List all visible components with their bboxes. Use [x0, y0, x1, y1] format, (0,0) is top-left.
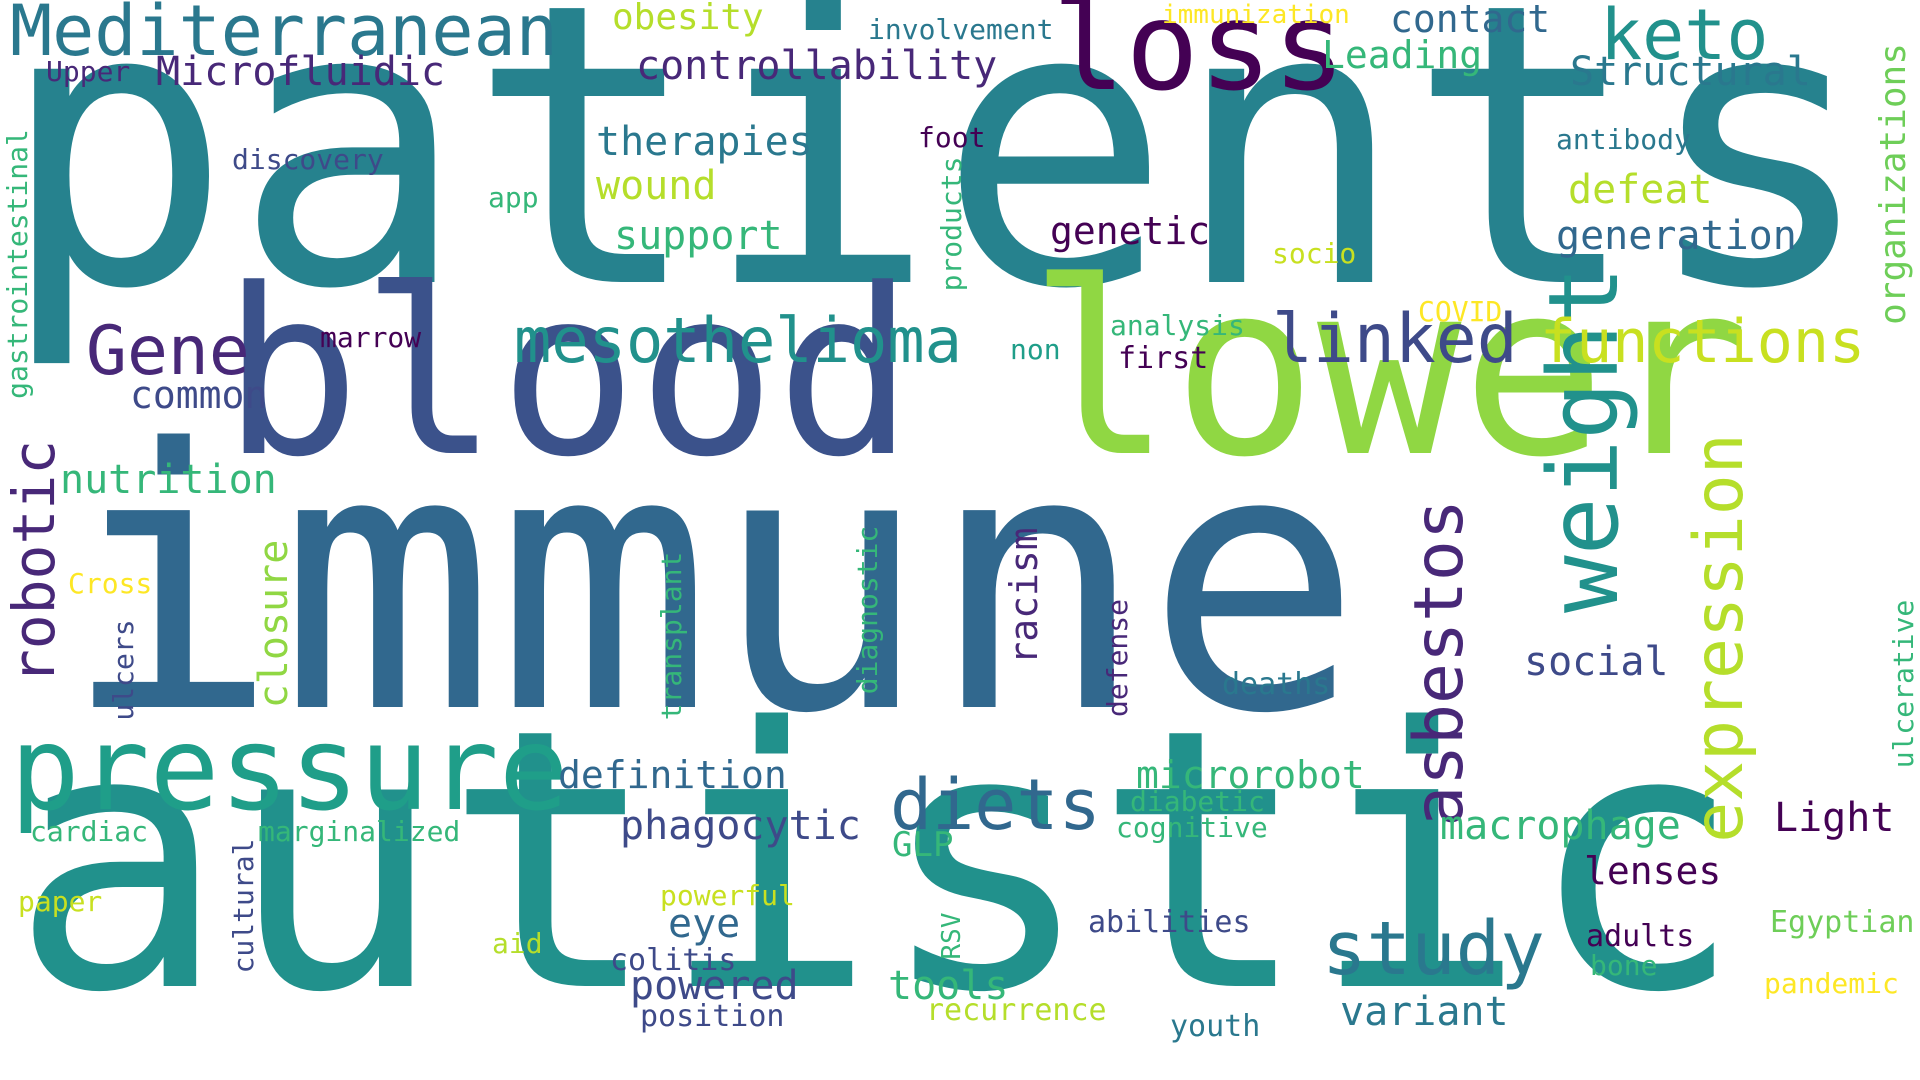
word-app: app [488, 181, 539, 214]
word-phagocytic: phagocytic [620, 803, 861, 849]
word-defeat: defeat [1568, 167, 1713, 213]
word-rsv: RSV [937, 912, 967, 960]
word-blood: blood [222, 241, 915, 508]
word-organizations: organizations [1873, 43, 1914, 325]
word-powerful: powerful [660, 879, 795, 912]
word-cultural: cultural [227, 838, 260, 974]
word-ulcerative: ulcerative [1887, 599, 1920, 769]
word-linked: linked [1272, 300, 1518, 379]
word-non: non [1010, 333, 1061, 366]
word-position: position [640, 999, 785, 1034]
word-egyptian: Egyptian [1770, 905, 1915, 940]
word-tools: tools [888, 963, 1009, 1009]
word-lower: lower [1028, 230, 1751, 510]
word-involvement: involvement [868, 13, 1054, 46]
word-mediterranean: Mediterranean [10, 0, 558, 72]
word-functions: functions [1540, 307, 1866, 377]
word-therapies: therapies [596, 119, 813, 165]
word-gastrointestinal: gastrointestinal [1, 129, 34, 399]
word-macrophage: macrophage [1440, 803, 1681, 849]
word-diets: diets [890, 764, 1101, 846]
word-recurrence: recurrence [926, 993, 1107, 1028]
word-paper: paper [18, 885, 103, 918]
word-nutrition: nutrition [60, 457, 277, 503]
word-loss: loss [1052, 0, 1346, 118]
word-foot: foot [918, 121, 986, 154]
word-immunization: immunization [1162, 0, 1350, 30]
word-social: social [1524, 639, 1669, 685]
word-mesothelioma: mesothelioma [514, 304, 962, 377]
word-marrow: marrow [320, 321, 422, 354]
word-youth: youth [1170, 1009, 1261, 1044]
word-study: study [1322, 906, 1545, 992]
word-first: first [1118, 341, 1209, 376]
word-aid: aid [492, 927, 543, 960]
word-bone: bone [1590, 949, 1658, 982]
word-racism: racism [1002, 527, 1046, 665]
word-powered: powered [630, 963, 799, 1009]
word-closure: closure [251, 539, 297, 709]
word-leading: Leading [1322, 33, 1483, 77]
word-robotic: robotic [0, 439, 68, 685]
word-cross: Cross [68, 567, 153, 600]
word-colitis: colitis [610, 943, 737, 978]
word-eye: eye [668, 901, 741, 947]
word-microrobot: microrobot [1136, 753, 1365, 797]
word-cardiac: cardiac [30, 815, 149, 848]
word-microfluidic: Microfluidic [156, 49, 445, 95]
word-gene: Gene [86, 312, 250, 391]
word-light: Light [1774, 795, 1895, 841]
word-genetic: genetic [1050, 209, 1211, 253]
word-transplant: transplant [655, 551, 688, 721]
word-structural: Structural [1570, 49, 1811, 95]
word-contact: contact [1390, 0, 1551, 41]
word-socio: socio [1272, 237, 1357, 270]
word-analysis: analysis [1110, 309, 1245, 342]
word-diagnostic: diagnostic [851, 525, 884, 695]
word-glp: GLP [892, 825, 954, 865]
word-diabetic: diabetic [1130, 785, 1265, 818]
word-deaths: deaths [1222, 667, 1331, 702]
word-definition: definition [558, 753, 787, 797]
word-products: products [935, 156, 968, 292]
word-expression: expression [1680, 433, 1759, 843]
word-adults: adults [1586, 919, 1695, 954]
word-variant: variant [1340, 989, 1509, 1035]
word-pressure: pressure [10, 702, 569, 837]
word-asbestos: asbestos [1400, 499, 1479, 827]
word-immune: immune [62, 373, 1363, 792]
word-pandemic: pandemic [1764, 967, 1899, 1000]
word-defense: defense [1101, 598, 1134, 718]
word-wound: wound [596, 163, 717, 209]
word-patients: patients [0, 0, 1877, 374]
word-marginalized: marginalized [258, 815, 461, 848]
word-ulcers: ulcers [107, 619, 140, 721]
word-lenses: lenses [1584, 849, 1722, 893]
word-keto: keto [1600, 0, 1769, 76]
word-controllability: controllability [636, 43, 998, 89]
word-cognitive: cognitive [1116, 811, 1268, 844]
word-discovery: discovery [232, 143, 384, 176]
word-support: support [614, 213, 783, 259]
word-antibody: antibody [1556, 123, 1691, 156]
word-upper: Upper [46, 55, 131, 88]
word-obesity: obesity [612, 0, 764, 38]
word-autistic: autistic [10, 652, 1744, 1071]
word-abilities: abilities [1088, 905, 1251, 940]
word-generation: generation [1556, 213, 1797, 259]
word-common: common [130, 373, 268, 417]
word-covid: COVID [1418, 295, 1503, 328]
